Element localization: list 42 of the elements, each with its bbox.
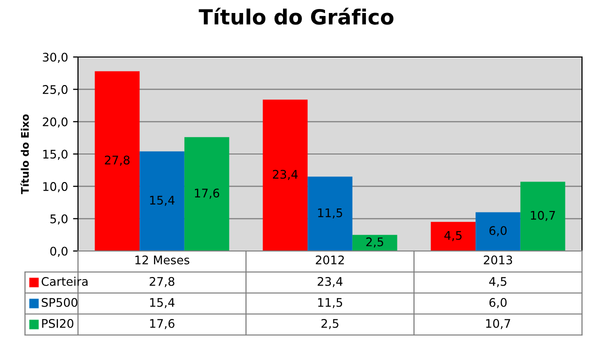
text: 23,4 — [272, 170, 298, 180]
y-tick-label: 30,0 — [42, 52, 68, 63]
bar — [262, 100, 308, 251]
data-label: 6,0 — [489, 298, 507, 308]
x-tick-label: 12 Meses — [135, 255, 190, 264]
legend-label: SP500 — [42, 298, 78, 307]
text: 4,5 — [444, 231, 462, 242]
data-label: 15,4 — [150, 298, 174, 308]
bar — [308, 176, 352, 251]
bar — [140, 151, 184, 251]
y-tick-label: 25,0 — [42, 85, 68, 96]
y-tick-label: 10,0 — [43, 182, 68, 192]
y-tick-label: 5,0 — [50, 214, 68, 225]
data-label: 17,6 — [150, 318, 174, 330]
x-tick-label: 2012 — [316, 255, 344, 264]
text: 15,4 — [150, 196, 174, 206]
text: 10,7 — [530, 210, 555, 222]
chart-title: Título do Gráfico — [198, 8, 394, 25]
y-tick-label: 15,0 — [43, 150, 68, 160]
data-label: 4,5 — [489, 277, 506, 288]
y-axis-title: Título do Eixo — [20, 114, 29, 194]
data-label: 10,7 — [486, 318, 510, 330]
y-tick-label: 20,0 — [42, 117, 68, 128]
bar — [94, 71, 140, 251]
data-label: 27,8 — [150, 276, 174, 288]
data-label: 23,4 — [318, 276, 342, 288]
text: 27,8 — [104, 156, 130, 166]
x-tick-label: 2013 — [484, 255, 512, 264]
bar — [520, 182, 566, 251]
bar — [184, 137, 230, 251]
y-tick-label: 0,0 — [50, 246, 68, 257]
text: 11,5 — [318, 208, 342, 218]
bar — [352, 234, 398, 251]
text: 6,0 — [489, 226, 507, 236]
text: 2,5 — [366, 237, 384, 248]
text: 17,6 — [194, 188, 220, 199]
legend-label: Carteira — [42, 276, 88, 286]
bar — [430, 222, 476, 251]
data-label: 2,5 — [321, 318, 338, 330]
bar — [476, 212, 520, 251]
data-label: 11,5 — [318, 298, 342, 308]
legend-label: PSI20 — [42, 318, 74, 328]
